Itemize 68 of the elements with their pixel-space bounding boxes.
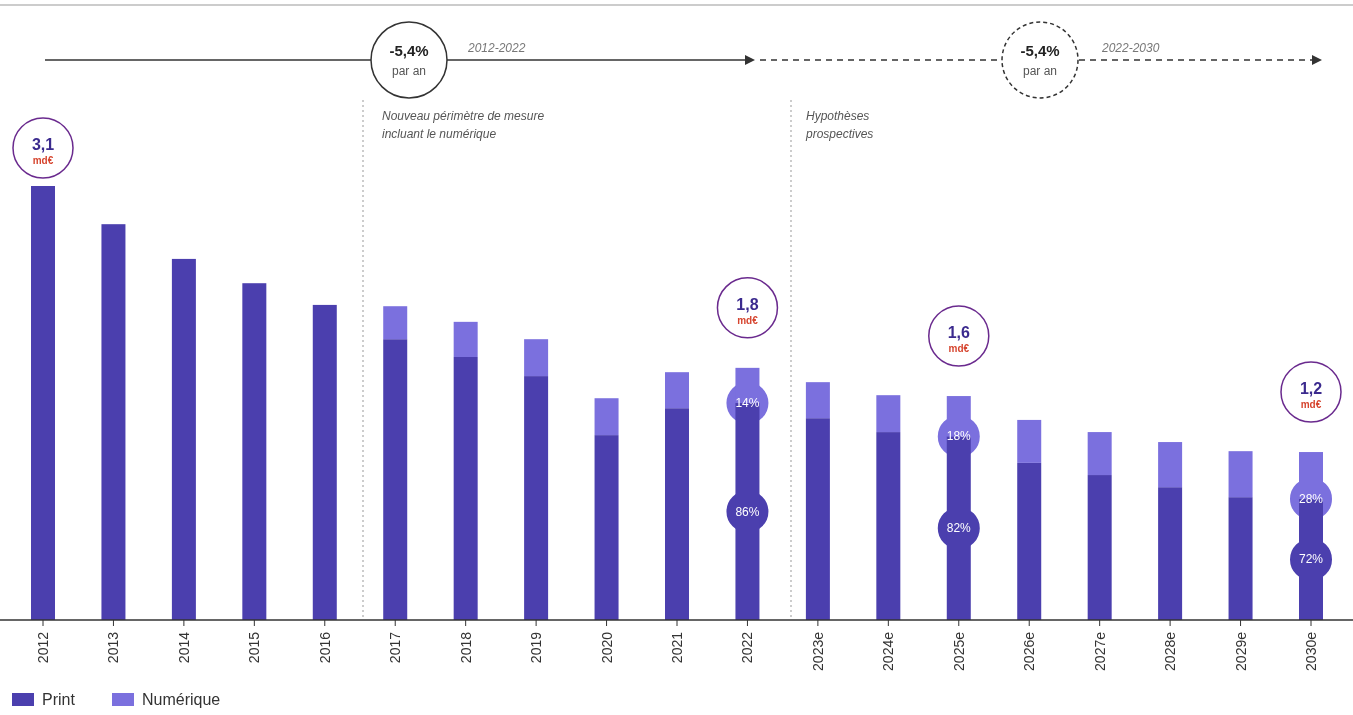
bar bbox=[31, 186, 55, 620]
x-tick-label: 2013 bbox=[105, 631, 122, 664]
text: 3,1 md€ bbox=[31, 136, 55, 166]
x-tick-label: 2017 bbox=[387, 631, 404, 664]
x-tick-label: 2029e bbox=[1232, 631, 1249, 671]
x-tick-label: 2019 bbox=[528, 631, 545, 664]
bar bbox=[1017, 419, 1042, 463]
x-tick-label: 2014 bbox=[175, 631, 192, 664]
annotation: 72% bbox=[1298, 552, 1324, 567]
bar bbox=[594, 435, 619, 620]
annotation: 82% bbox=[946, 521, 972, 536]
annotation: 1,8 md€ bbox=[736, 295, 759, 326]
bar bbox=[876, 432, 901, 620]
bar bbox=[101, 224, 126, 620]
annotation: 18% bbox=[946, 429, 972, 444]
text: 2012-2022 bbox=[467, 41, 526, 55]
bar bbox=[665, 408, 689, 620]
text: prospectives bbox=[805, 127, 874, 141]
bar bbox=[171, 258, 196, 620]
text: incluant le numérique bbox=[382, 127, 497, 141]
bar bbox=[1228, 497, 1253, 620]
annotation: 28% bbox=[1298, 491, 1324, 506]
bar bbox=[1017, 462, 1042, 620]
x-tick-label: 2028e bbox=[1162, 631, 1179, 671]
text: Hypothèses bbox=[806, 109, 870, 123]
bar bbox=[1087, 432, 1112, 476]
annotation: 1,2 md€ bbox=[1299, 380, 1323, 411]
bar bbox=[524, 339, 549, 377]
bar bbox=[805, 382, 830, 419]
bar bbox=[453, 357, 478, 620]
bar bbox=[1228, 451, 1253, 498]
x-tick-label: 2015 bbox=[246, 631, 263, 664]
bar bbox=[1158, 442, 1183, 488]
x-tick-label: 2023e bbox=[809, 631, 826, 671]
x-tick-label: 2016 bbox=[316, 631, 333, 664]
bar bbox=[453, 321, 478, 357]
annotation: 86% bbox=[735, 504, 760, 519]
annotation: 1,6 md€ bbox=[947, 324, 970, 355]
text: par an bbox=[1022, 64, 1058, 78]
legend-label: Numérique bbox=[142, 691, 221, 708]
x-tick-label: 2022 bbox=[739, 631, 756, 664]
bar bbox=[524, 376, 549, 620]
bar bbox=[665, 372, 689, 409]
x-tick-label: 2021 bbox=[669, 631, 685, 664]
bar bbox=[383, 339, 408, 620]
text: par an bbox=[391, 64, 427, 78]
bar bbox=[805, 418, 830, 620]
bar bbox=[383, 306, 408, 340]
text: -5,4% bbox=[389, 42, 429, 59]
bar bbox=[1087, 475, 1112, 620]
x-tick-label: 2018 bbox=[457, 631, 474, 664]
x-tick-label: 2012 bbox=[35, 631, 51, 664]
x-tick-label: 2025e bbox=[950, 631, 967, 671]
x-tick-label: 2027e bbox=[1091, 631, 1108, 671]
x-tick-label: 2030e bbox=[1303, 631, 1319, 671]
text: Nouveau périmètre de mesure bbox=[382, 109, 545, 123]
x-tick-label: 2024e bbox=[880, 631, 897, 671]
x-tick-label: 2020 bbox=[598, 631, 615, 664]
bar bbox=[876, 395, 901, 433]
legend-label: Print bbox=[42, 691, 76, 708]
bar bbox=[594, 398, 619, 436]
bar bbox=[1158, 487, 1183, 620]
text: 2022-2030 bbox=[1101, 41, 1160, 55]
annotation: 14% bbox=[735, 396, 760, 410]
text: -5,4% bbox=[1020, 42, 1060, 59]
x-tick-label: 2026e bbox=[1021, 631, 1038, 671]
bar bbox=[312, 304, 337, 620]
bar bbox=[242, 283, 267, 620]
